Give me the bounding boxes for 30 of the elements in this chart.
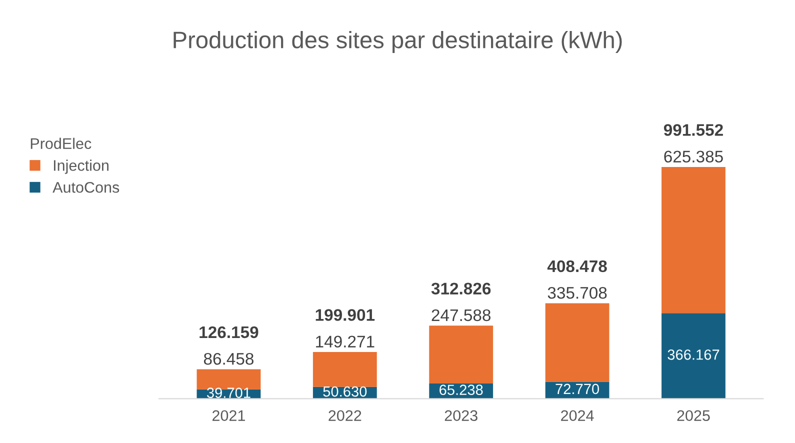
x-tick-label: 2021 bbox=[212, 410, 245, 422]
x-tick-label: 2024 bbox=[561, 410, 594, 422]
data-label: 86.458 bbox=[204, 352, 254, 365]
data-label: 335.708 bbox=[548, 286, 607, 299]
chart-title: Production des sites par destinataire (kWh) bbox=[174, 31, 622, 54]
data-label: 625.385 bbox=[664, 150, 723, 163]
bar bbox=[662, 166, 726, 314]
legend-label: AutoCons bbox=[52, 182, 120, 193]
bar bbox=[545, 303, 610, 382]
data-label: 72.770 bbox=[556, 384, 600, 394]
total-label: 199.901 bbox=[316, 309, 375, 321]
total-label: 408.478 bbox=[547, 260, 607, 272]
x-tick-label: 2025 bbox=[677, 410, 710, 422]
bar bbox=[662, 313, 726, 399]
data-label: 366.167 bbox=[668, 350, 720, 360]
bar bbox=[429, 326, 494, 384]
data-label: 50.630 bbox=[323, 386, 367, 397]
data-label: 65.238 bbox=[440, 384, 483, 395]
data-label: 247.588 bbox=[432, 309, 490, 322]
data-label: 149.271 bbox=[316, 336, 374, 348]
x-tick-label: 2022 bbox=[328, 410, 362, 422]
total-label: 126.159 bbox=[200, 326, 258, 338]
x-tick-label: 2023 bbox=[444, 410, 478, 422]
bar bbox=[196, 369, 261, 390]
legend-title: ProdElec bbox=[30, 138, 92, 150]
data-label: 39.701 bbox=[206, 388, 250, 398]
bar bbox=[312, 352, 377, 387]
total-label: 991.552 bbox=[664, 124, 723, 136]
total-label: 312.826 bbox=[431, 282, 491, 295]
legend-label: Injection bbox=[54, 160, 108, 174]
